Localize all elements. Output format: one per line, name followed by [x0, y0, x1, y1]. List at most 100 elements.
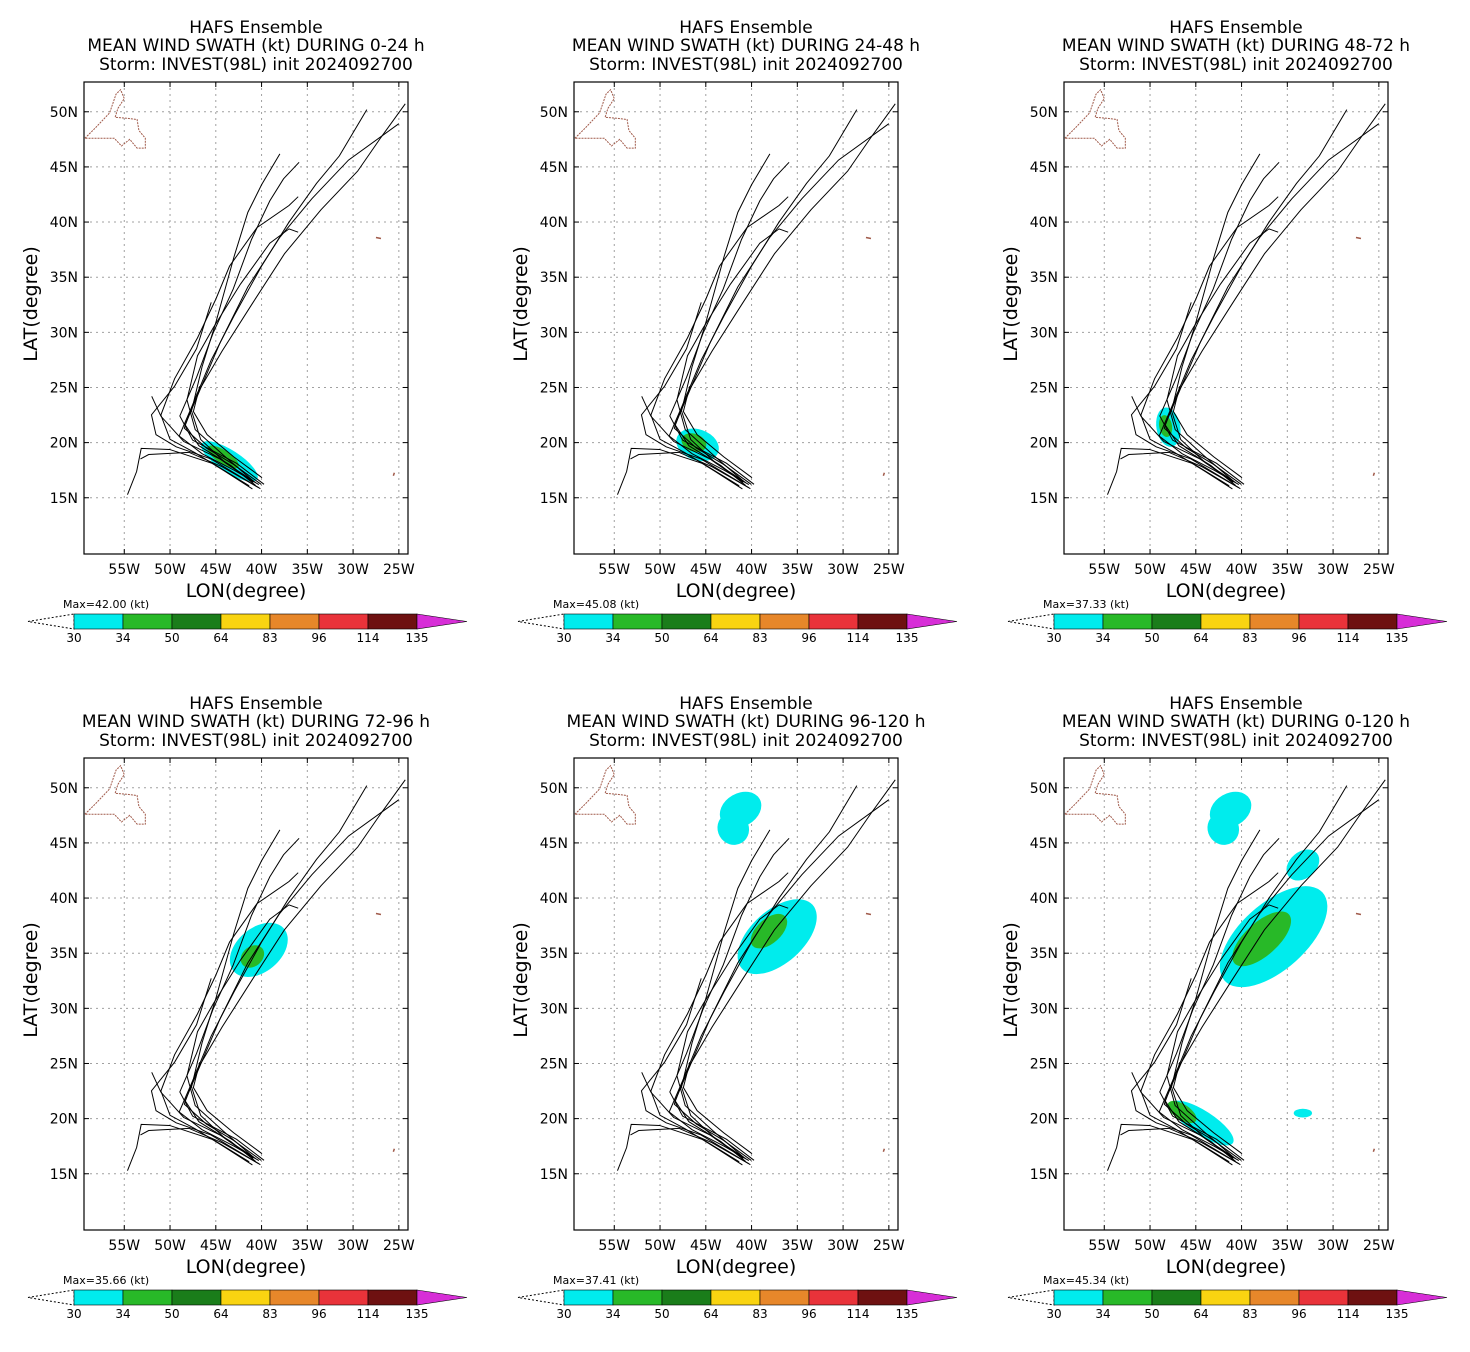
x-axis-label: LON(degree) [1166, 580, 1287, 602]
colorbar-level-label: 96 [1291, 1307, 1306, 1321]
colorbar-segment [1298, 1289, 1349, 1306]
lat-tick-label: 30N [540, 325, 568, 341]
max-value-label: Max=45.34 (kt) [1043, 1274, 1129, 1287]
max-value-label: Max=42.00 (kt) [63, 598, 149, 611]
ensemble-track [630, 451, 749, 489]
ensemble-track [1120, 1127, 1239, 1165]
panel-subtitle: MEAN WIND SWATH (kt) DURING 24-48 h [572, 36, 920, 56]
wind-swath-area [717, 812, 750, 845]
colorbar-level-label: 135 [1386, 1307, 1409, 1321]
ensemble-track [641, 1072, 744, 1159]
panel-title: HAFS Ensemble [679, 18, 812, 38]
colorbar-level-label: 50 [1144, 631, 1159, 645]
ensemble-track [640, 302, 751, 490]
panel-storm-label: Storm: INVEST(98L) init 2024092700 [99, 55, 413, 75]
lat-tick-label: 35N [1030, 946, 1058, 962]
lat-tick-label: 15N [540, 1167, 568, 1183]
lon-tick-label: 40W [736, 562, 768, 578]
colorbar-level-label: 96 [801, 1307, 816, 1321]
y-axis-label: LAT(degree) [1000, 246, 1022, 362]
colorbar-segment [857, 613, 908, 630]
lat-tick-label: 50N [540, 105, 568, 121]
colorbar-segment [1053, 1289, 1104, 1306]
ensemble-track [676, 904, 789, 1158]
lat-tick-label: 50N [1030, 781, 1058, 797]
panel-subtitle: MEAN WIND SWATH (kt) DURING 48-72 h [1062, 36, 1410, 56]
map-area [574, 82, 898, 554]
colorbar-level-label: 50 [654, 1307, 669, 1321]
lat-tick-label: 25N [540, 1056, 568, 1072]
ensemble-track [641, 396, 744, 483]
lon-tick-label: 25W [873, 562, 905, 578]
x-axis-label: LON(degree) [186, 1256, 307, 1278]
colorbar-level-label: 50 [164, 1307, 179, 1321]
island-azores [375, 912, 382, 916]
panel-storm-label: Storm: INVEST(98L) init 2024092700 [589, 55, 903, 75]
lat-tick-label: 40N [50, 891, 78, 907]
ensemble-track [617, 447, 740, 495]
map-area [1064, 82, 1388, 554]
colorbar-over-arrow [1396, 613, 1448, 630]
colorbar: Max=45.08 (kt) 30 34 50 64 83 96 114 135 [517, 598, 958, 645]
lat-tick-label: 30N [50, 1001, 78, 1017]
map-frame [83, 81, 409, 555]
colorbar-segment [1200, 1289, 1251, 1306]
lon-tick-label: 25W [1363, 1238, 1395, 1254]
ensemble-track [676, 228, 789, 482]
map-frame [1063, 757, 1389, 1231]
panel-title: HAFS Ensemble [1169, 18, 1302, 38]
ensemble-track [179, 837, 300, 1161]
ensemble-track [150, 302, 261, 490]
ensemble-track [1140, 872, 1279, 1166]
colorbar-segment [73, 1289, 124, 1306]
y-axis-label: LAT(degree) [510, 922, 532, 1038]
panel-storm-label: Storm: INVEST(98L) init 2024092700 [99, 731, 413, 751]
coastline [1064, 88, 1126, 149]
lon-tick-label: 35W [291, 562, 323, 578]
ensemble-track [1140, 196, 1279, 490]
wind-swath-area [1207, 812, 1240, 845]
lat-tick-label: 50N [1030, 105, 1058, 121]
lon-tick-label: 35W [291, 1238, 323, 1254]
island-azores [1355, 912, 1362, 916]
lat-tick-label: 35N [1030, 270, 1058, 286]
lon-tick-label: 30W [337, 562, 369, 578]
colorbar-level-label: 64 [213, 631, 228, 645]
ensemble-track [674, 123, 890, 486]
colorbar-segment [269, 613, 320, 630]
panel-subtitle: MEAN WIND SWATH (kt) DURING 96-120 h [567, 712, 926, 732]
lat-tick-label: 40N [50, 215, 78, 231]
island-cape-verde [882, 1148, 886, 1152]
ensemble-track [191, 153, 281, 483]
lon-tick-label: 55W [598, 562, 630, 578]
ensemble-track [682, 386, 753, 479]
ensemble-track [681, 829, 771, 1159]
colorbar-segment [73, 613, 124, 630]
colorbar-under-arrow [27, 1289, 75, 1306]
panel-title: HAFS Ensemble [679, 694, 812, 714]
colorbar-level-label: 50 [654, 631, 669, 645]
lon-tick-label: 45W [1180, 1238, 1212, 1254]
colorbar-level-label: 50 [1144, 1307, 1159, 1321]
colorbar-segment [1347, 613, 1398, 630]
island-cape-verde [1372, 472, 1376, 476]
colorbar-segment [220, 613, 271, 630]
lat-tick-label: 25N [1030, 1056, 1058, 1072]
max-value-label: Max=37.41 (kt) [553, 1274, 639, 1287]
x-axis-label: LON(degree) [1166, 1256, 1287, 1278]
lat-tick-label: 15N [50, 1167, 78, 1183]
map-frame [573, 81, 899, 555]
lon-tick-label: 50W [1134, 562, 1166, 578]
colorbar-segment [563, 613, 614, 630]
colorbar-segment [612, 613, 663, 630]
lat-tick-label: 35N [540, 946, 568, 962]
ensemble-track [191, 829, 281, 1159]
lat-tick-label: 50N [50, 105, 78, 121]
colorbar-over-arrow [906, 1289, 958, 1306]
lon-tick-label: 40W [246, 562, 278, 578]
colorbar-segment [1249, 1289, 1300, 1306]
ensemble-track [184, 123, 400, 486]
